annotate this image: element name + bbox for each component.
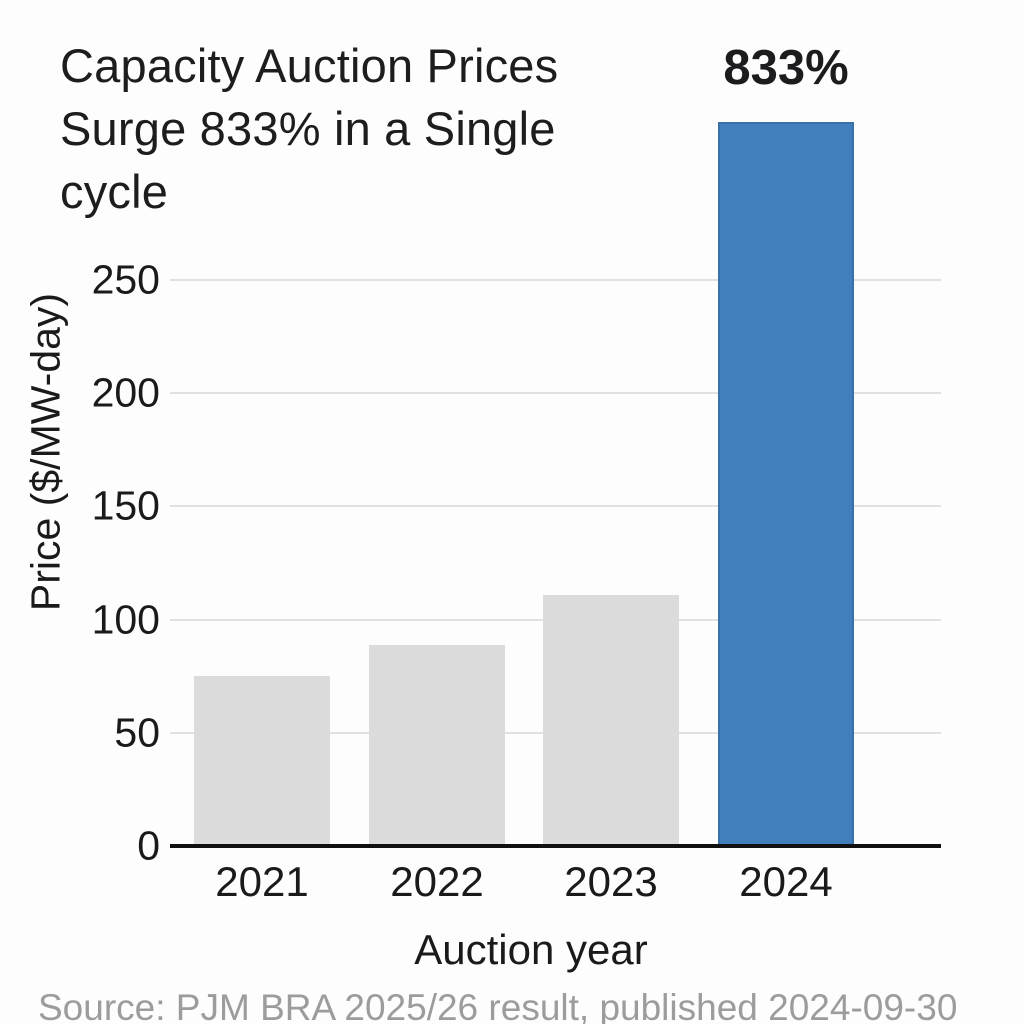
chart-title-line-1: Capacity Auction Prices [60,39,559,92]
y-tick-label-150: 150 [91,482,160,529]
gridline-150 [170,505,941,508]
chart-title: Capacity Auction Prices Surge 833% in a … [60,34,558,223]
bar-2021 [194,676,330,846]
y-tick-label-0: 0 [137,822,160,869]
y-tick-label-200: 200 [91,369,160,416]
x-tick-label-2024: 2024 [739,858,833,905]
x-tick-label-2023: 2023 [564,858,658,905]
bar-2023 [543,595,679,846]
y-tick-label-250: 250 [91,256,160,303]
gridline-200 [170,392,941,395]
x-axis-line [170,844,941,848]
x-axis-label: Auction year [414,926,648,973]
y-tick-label-100: 100 [91,596,160,643]
gridline-250 [170,279,941,281]
x-tick-label-2022: 2022 [390,858,484,905]
surge-percent-annotation: 833% [723,41,849,95]
source-note: Source: PJM BRA 2025/26 result, publishe… [38,987,958,1024]
y-axis-label: Price ($/MW-day) [22,292,69,612]
bar-2024 [718,122,854,846]
x-tick-label-2021: 2021 [215,858,309,905]
bar-2022 [369,645,505,846]
y-tick-label-50: 50 [114,709,160,756]
chart-title-line-2: Surge 833% in a Single [60,102,556,155]
chart-title-line-3: cycle [60,165,169,218]
